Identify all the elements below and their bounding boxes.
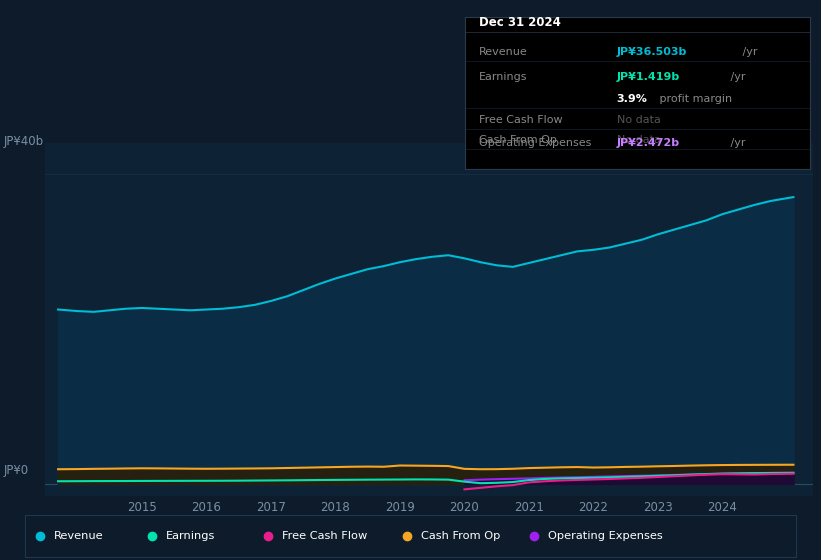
Text: JP¥1.419b: JP¥1.419b	[617, 72, 680, 82]
Text: Earnings: Earnings	[479, 72, 527, 82]
Text: JP¥36.503b: JP¥36.503b	[617, 46, 687, 57]
Text: JP¥0: JP¥0	[4, 464, 30, 477]
Text: Free Cash Flow: Free Cash Flow	[282, 531, 367, 541]
Text: Free Cash Flow: Free Cash Flow	[479, 115, 562, 125]
Text: No data: No data	[617, 135, 661, 144]
Text: Operating Expenses: Operating Expenses	[479, 138, 591, 148]
Text: Cash From Op: Cash From Op	[479, 135, 557, 144]
Text: Operating Expenses: Operating Expenses	[548, 531, 663, 541]
Text: /yr: /yr	[739, 46, 758, 57]
Text: No data: No data	[617, 115, 661, 125]
Text: Revenue: Revenue	[479, 46, 528, 57]
Text: /yr: /yr	[727, 138, 745, 148]
Text: profit margin: profit margin	[657, 94, 732, 104]
Text: Cash From Op: Cash From Op	[420, 531, 500, 541]
Text: Dec 31 2024: Dec 31 2024	[479, 16, 561, 29]
Text: /yr: /yr	[727, 72, 745, 82]
Text: JP¥2.472b: JP¥2.472b	[617, 138, 680, 148]
Text: Revenue: Revenue	[54, 531, 103, 541]
Text: 3.9%: 3.9%	[617, 94, 648, 104]
Text: Earnings: Earnings	[166, 531, 215, 541]
Text: JP¥40b: JP¥40b	[4, 136, 44, 148]
